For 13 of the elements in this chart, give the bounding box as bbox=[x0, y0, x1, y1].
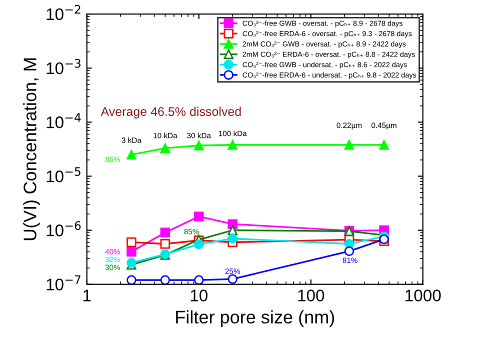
y-tick-label: 10$^{−7}$ bbox=[46, 275, 80, 290]
y-tick-label: 10$^{−3}$ bbox=[46, 58, 80, 74]
y-tick-label: 10$^{−4}$ bbox=[46, 113, 81, 128]
y-tick-label: 10$^{−5}$ bbox=[46, 167, 80, 182]
y-tick-label: 10$^{−6}$ bbox=[46, 221, 81, 236]
y-axis-title: U(VI) Concentration, M bbox=[23, 58, 40, 240]
y-tick-label: 10$^{−2}$ bbox=[46, 4, 80, 20]
x-tick-label: 1000 bbox=[406, 290, 441, 302]
x-tick-label: 10 bbox=[190, 290, 208, 302]
annotation: Average 46.5% dissolved bbox=[100, 106, 241, 118]
x-tick-label: 1 bbox=[84, 290, 91, 302]
x-axis-title: Filter pore size (nm) bbox=[176, 310, 334, 328]
x-tick-label: 100 bbox=[298, 290, 324, 302]
